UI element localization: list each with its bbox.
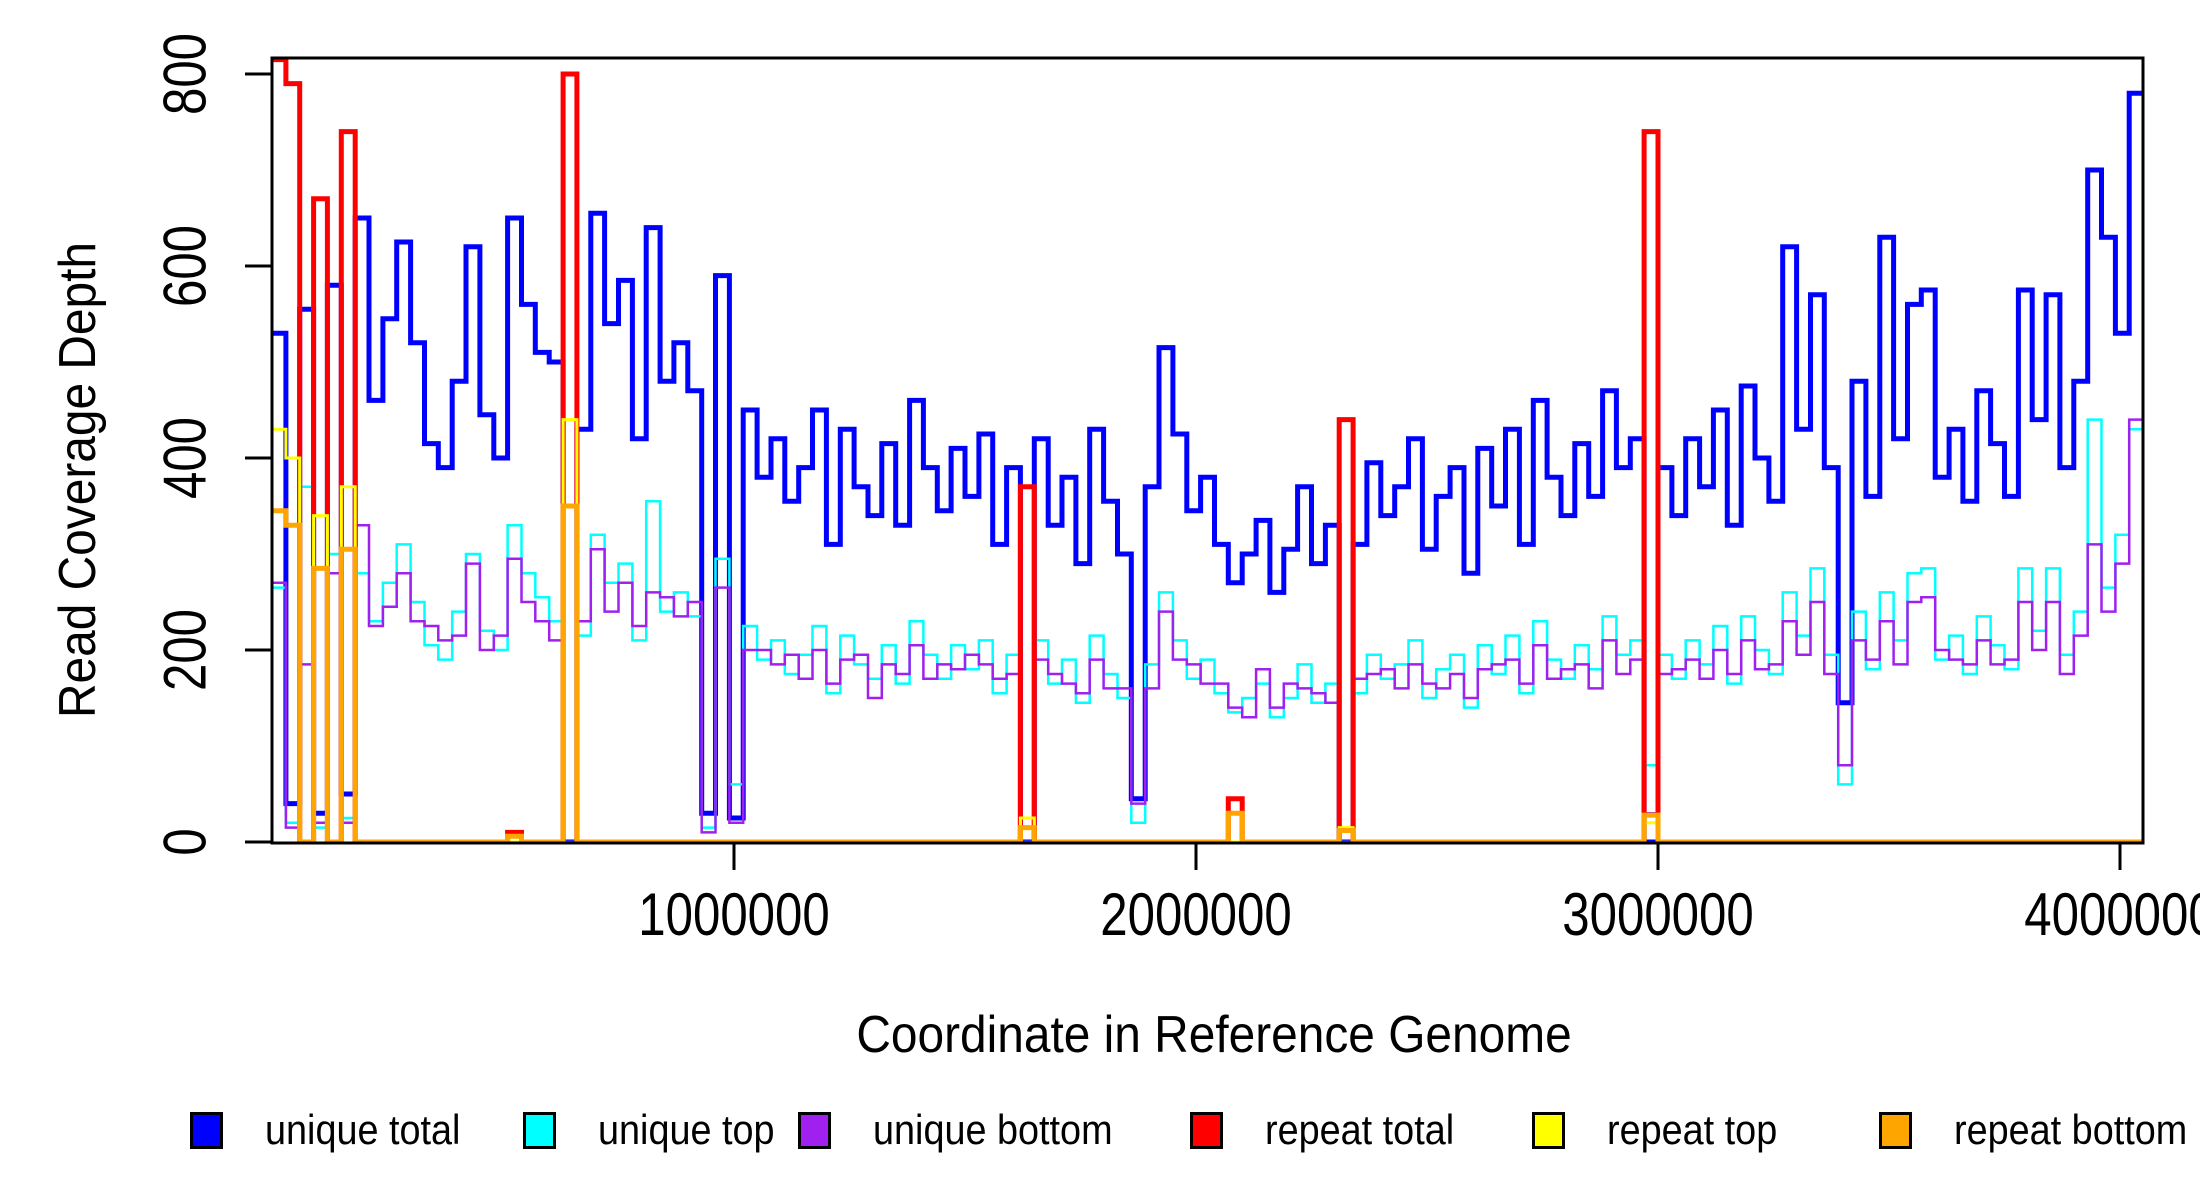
x-tick-label: 3000000	[1562, 881, 1754, 948]
series-repeat-top	[272, 418, 2143, 844]
y-tick-label: 0	[151, 828, 219, 856]
y-tick-label: 600	[151, 224, 219, 308]
legend-label: unique bottom	[873, 1106, 1113, 1153]
legend-item-repeat-top: repeat top	[1532, 1100, 1796, 1160]
legend-label: repeat total	[1265, 1106, 1455, 1153]
repeat-top-swatch-icon	[1532, 1111, 1565, 1149]
legend-item-unique-bottom: unique bottom	[798, 1100, 1139, 1160]
unique-top-swatch-icon	[523, 1111, 556, 1149]
legend-item-unique-total: unique total	[190, 1100, 482, 1160]
x-tick-label: 4000000	[2024, 881, 2200, 948]
y-axis-title: Read Coverage Depth	[49, 241, 107, 719]
legend-label: unique top	[598, 1106, 775, 1153]
legend-item-repeat-bottom: repeat bottom	[1879, 1100, 2200, 1160]
legend-item-unique-top: unique top	[523, 1100, 794, 1160]
y-tick-label: 400	[151, 416, 219, 500]
legend: unique total unique top unique bottom re…	[0, 1100, 2200, 1170]
series-unique-total	[272, 90, 2143, 845]
y-tick-label: 200	[151, 608, 219, 692]
repeat-bottom-swatch-icon	[1879, 1111, 1912, 1149]
unique-bottom-swatch-icon	[798, 1111, 831, 1149]
legend-label: unique total	[265, 1106, 461, 1153]
repeat-total-swatch-icon	[1190, 1111, 1223, 1149]
legend-label: repeat top	[1607, 1106, 1778, 1153]
unique-total-swatch-icon	[190, 1111, 223, 1149]
x-tick-label: 2000000	[1100, 881, 1292, 948]
series-repeat-total	[272, 57, 2143, 845]
x-tick-label: 1000000	[638, 881, 830, 948]
axis-layer	[245, 72, 2122, 870]
series-layer	[272, 57, 2143, 845]
x-axis-title: Coordinate in Reference Genome	[856, 1006, 1572, 1064]
series-repeat-bottom	[272, 503, 2143, 845]
series-unique-bottom	[272, 418, 2143, 844]
y-tick-label: 800	[151, 32, 219, 116]
plot-border	[270, 56, 2145, 845]
legend-item-repeat-total: repeat total	[1190, 1100, 1475, 1160]
series-unique-top	[272, 418, 2143, 844]
legend-label: repeat bottom	[1954, 1106, 2188, 1153]
